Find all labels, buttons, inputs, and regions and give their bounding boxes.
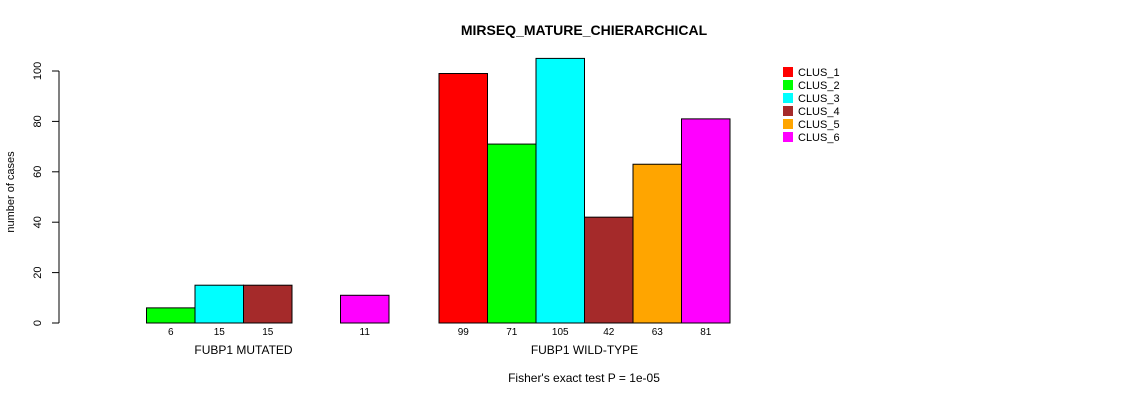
y-tick-label: 100 — [32, 62, 44, 80]
bar-clus_1-group-1 — [438, 73, 488, 324]
bar-clus_3-group-0 — [194, 284, 244, 324]
bar-value-label: 15 — [214, 327, 226, 338]
legend-label-clus_2: CLUS_2 — [798, 80, 840, 92]
legend-label-clus_3: CLUS_3 — [798, 93, 840, 105]
bar-value-label: 99 — [458, 327, 470, 338]
legend-label-clus_6: CLUS_6 — [798, 132, 840, 144]
group-label-0: FUBP1 MUTATED — [194, 343, 293, 357]
bar-value-label: 15 — [262, 327, 274, 338]
bar-value-label: 105 — [552, 327, 569, 338]
bar-clus_3-group-1 — [535, 57, 585, 324]
y-axis: 0 20 40 60 80 100 — [32, 62, 60, 326]
legend-swatch-clus_2 — [783, 80, 793, 90]
legend-label-clus_5: CLUS_5 — [798, 119, 840, 131]
bar-clus_4-group-1 — [584, 216, 634, 324]
y-tick-label: 0 — [32, 320, 44, 326]
bar-clus_5-group-1 — [632, 163, 682, 324]
legend-swatch-clus_1 — [783, 67, 793, 77]
bar-clus_6-group-0 — [340, 294, 390, 324]
legend-swatch-clus_3 — [783, 93, 793, 103]
bar-value-label: 42 — [603, 327, 615, 338]
y-tick-label: 80 — [32, 115, 44, 127]
bar-clus_2-group-0 — [146, 307, 196, 324]
bar-value-label: 6 — [168, 327, 174, 338]
bar-value-label: 63 — [652, 327, 664, 338]
legend-swatch-clus_6 — [783, 132, 793, 142]
y-tick-label: 40 — [32, 216, 44, 228]
y-tick-label: 60 — [32, 166, 44, 178]
legend-label-clus_1: CLUS_1 — [798, 67, 840, 79]
y-tick-label: 20 — [32, 266, 44, 278]
footer-stat: Fisher's exact test P = 1e-05 — [508, 371, 660, 385]
bar-value-label: 71 — [506, 327, 518, 338]
y-axis-label: number of cases — [5, 151, 17, 233]
bars-layer — [146, 57, 731, 324]
bar-value-label: 81 — [700, 327, 712, 338]
chart-title: MIRSEQ_MATURE_CHIERARCHICAL — [461, 22, 708, 38]
legend-swatch-clus_4 — [783, 106, 793, 116]
legend-swatch-clus_5 — [783, 119, 793, 129]
legend-label-clus_4: CLUS_4 — [798, 106, 840, 118]
bar-clus_6-group-1 — [681, 118, 731, 324]
bar-clus_2-group-1 — [487, 143, 537, 324]
bar-value-label: 11 — [360, 327, 371, 338]
group-labels-layer: FUBP1 MUTATED FUBP1 WILD-TYPE — [194, 343, 638, 357]
value-labels-layer: 6 15 15 11 99 71 105 42 63 81 — [168, 327, 712, 338]
group-label-1: FUBP1 WILD-TYPE — [531, 343, 638, 357]
bar-clus_4-group-0 — [243, 284, 293, 324]
